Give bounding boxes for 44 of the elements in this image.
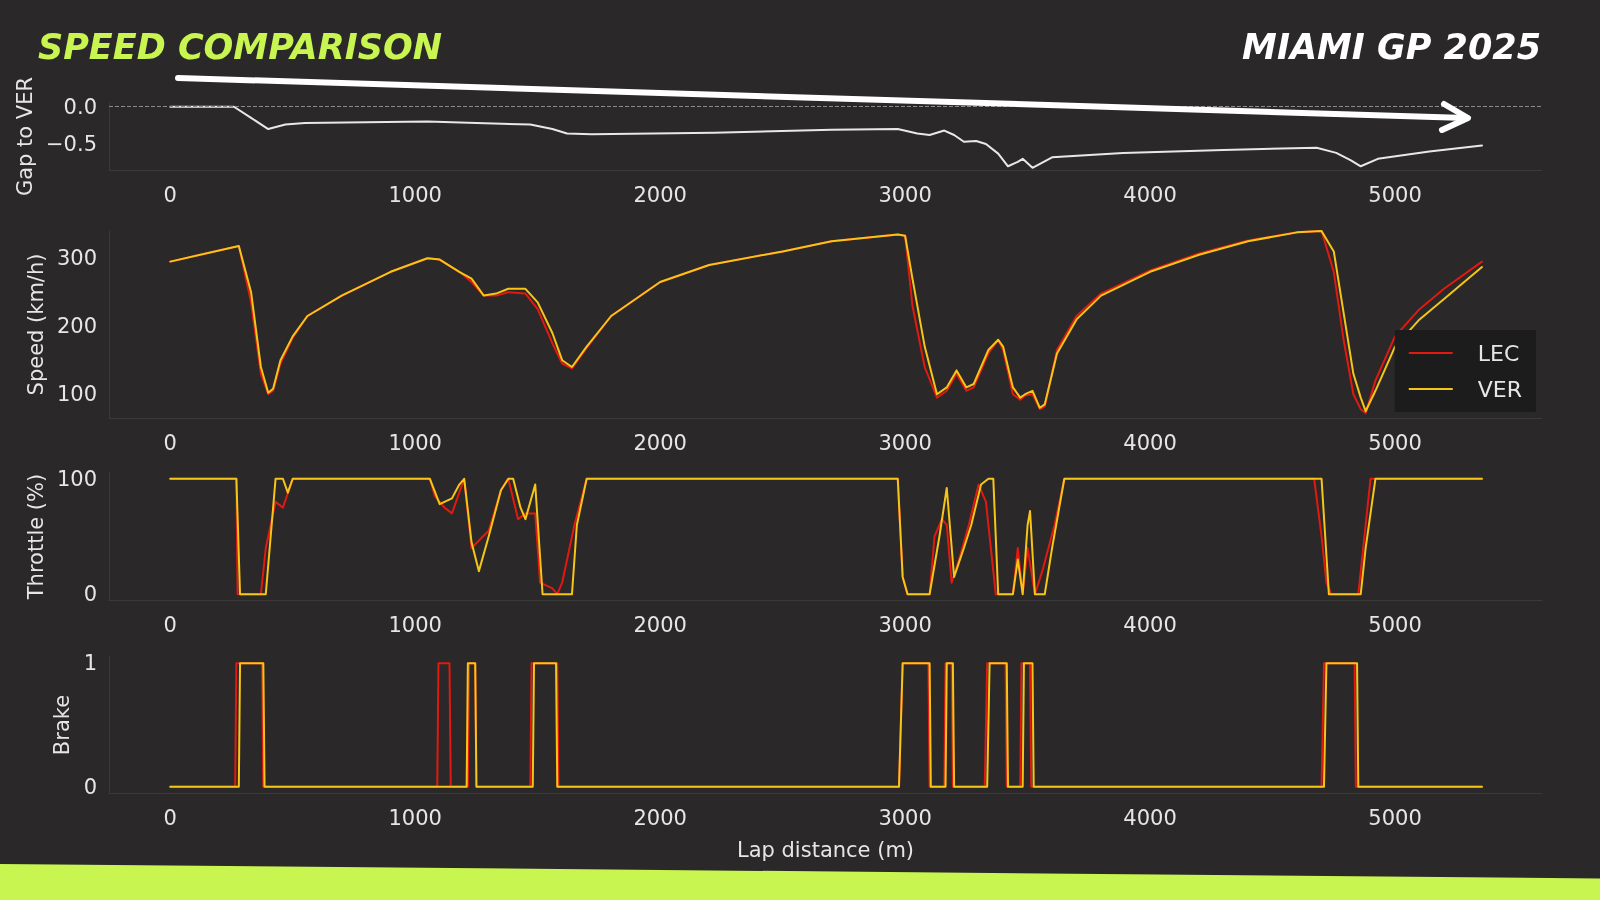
y-axis-title: Throttle (%) — [23, 473, 48, 601]
x-tick-label: 1000 — [388, 182, 442, 207]
y-tick-label: −0.5 — [46, 131, 97, 156]
legend-label: VER — [1477, 376, 1523, 402]
y-axis-title: Brake — [50, 694, 75, 756]
x-tick-label: 5000 — [1368, 430, 1422, 455]
y-tick-label: 100 — [56, 466, 97, 491]
x-tick-label: 5000 — [1368, 805, 1422, 830]
x-tick-label: 3000 — [878, 182, 932, 207]
x-tick-label: 3000 — [878, 805, 932, 830]
line-series — [169, 105, 1483, 169]
x-tick-label: 2000 — [633, 182, 687, 207]
y-tick-label: 200 — [56, 314, 97, 339]
x-tick-label: 4000 — [1123, 430, 1177, 455]
y-axis-title: Gap to VER — [12, 76, 37, 197]
y-tick-label: 300 — [56, 246, 97, 271]
y-axis-title: Speed (km/h) — [23, 253, 48, 396]
x-tick-label: 3000 — [878, 612, 932, 637]
x-tick-label: 1000 — [388, 612, 442, 637]
chart-title: SPEED COMPARISON — [38, 26, 442, 67]
x-tick-label: 2000 — [633, 430, 687, 455]
x-tick-label: 0 — [163, 805, 177, 830]
y-tick-label: 0 — [83, 582, 97, 607]
line-series — [169, 477, 1483, 596]
legend-label: LEC — [1477, 340, 1520, 366]
x-tick-label: 1000 — [388, 430, 442, 455]
x-tick-label: 3000 — [878, 430, 932, 455]
y-tick-label: 100 — [56, 382, 97, 407]
x-tick-label: 0 — [163, 182, 177, 207]
x-tick-label: 1000 — [388, 805, 442, 830]
x-tick-label: 4000 — [1123, 612, 1177, 637]
x-tick-label: 2000 — [633, 805, 687, 830]
x-tick-label: 4000 — [1123, 182, 1177, 207]
y-tick-label: 0.0 — [63, 94, 97, 119]
x-tick-label: 5000 — [1368, 182, 1422, 207]
y-tick-label: 1 — [83, 651, 97, 676]
x-tick-label: 2000 — [633, 612, 687, 637]
x-tick-label: 5000 — [1368, 612, 1422, 637]
x-tick-label: 0 — [163, 612, 177, 637]
x-axis-title: Lap distance (m) — [736, 837, 915, 862]
chart-subtitle: MIAMI GP 2025 — [1242, 26, 1541, 67]
y-tick-label: 0 — [83, 774, 97, 799]
x-tick-label: 0 — [163, 430, 177, 455]
x-tick-label: 4000 — [1123, 805, 1177, 830]
